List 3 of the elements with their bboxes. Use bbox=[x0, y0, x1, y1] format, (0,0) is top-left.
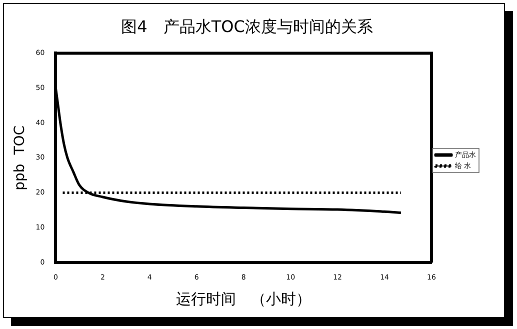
chart-title: 图4 产品水TOC浓度与时间的关系 bbox=[121, 16, 373, 36]
x-axis-title: 运行时间 （小时） bbox=[176, 290, 312, 308]
y-axis-title: ppb TOC bbox=[12, 125, 28, 190]
